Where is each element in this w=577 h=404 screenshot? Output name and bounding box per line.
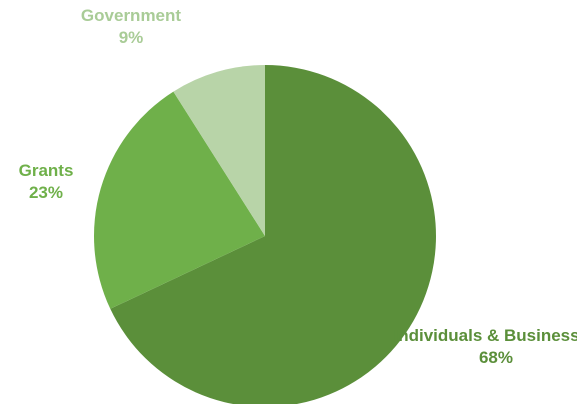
slice-label-grants: Grants 23%	[19, 160, 74, 204]
slice-label-government-name: Government	[80, 6, 182, 25]
slice-label-grants-name: Grants	[18, 161, 74, 180]
slice-label-individuals-businesses: Individuals & Businesses 68%	[393, 325, 577, 369]
slice-label-government: Government 9%	[81, 5, 181, 49]
slice-label-individuals-businesses-name: Individuals & Businesses	[393, 326, 577, 345]
slice-label-government-value: 9%	[118, 28, 144, 47]
pie-slice-grants	[93, 91, 265, 309]
pie-slices	[93, 65, 436, 404]
pie-slice-government	[173, 65, 265, 236]
slice-label-grants-value: 23%	[28, 183, 64, 202]
pie-slice-individuals-businesses	[110, 65, 436, 404]
slice-label-individuals-businesses-value: 68%	[478, 348, 514, 367]
